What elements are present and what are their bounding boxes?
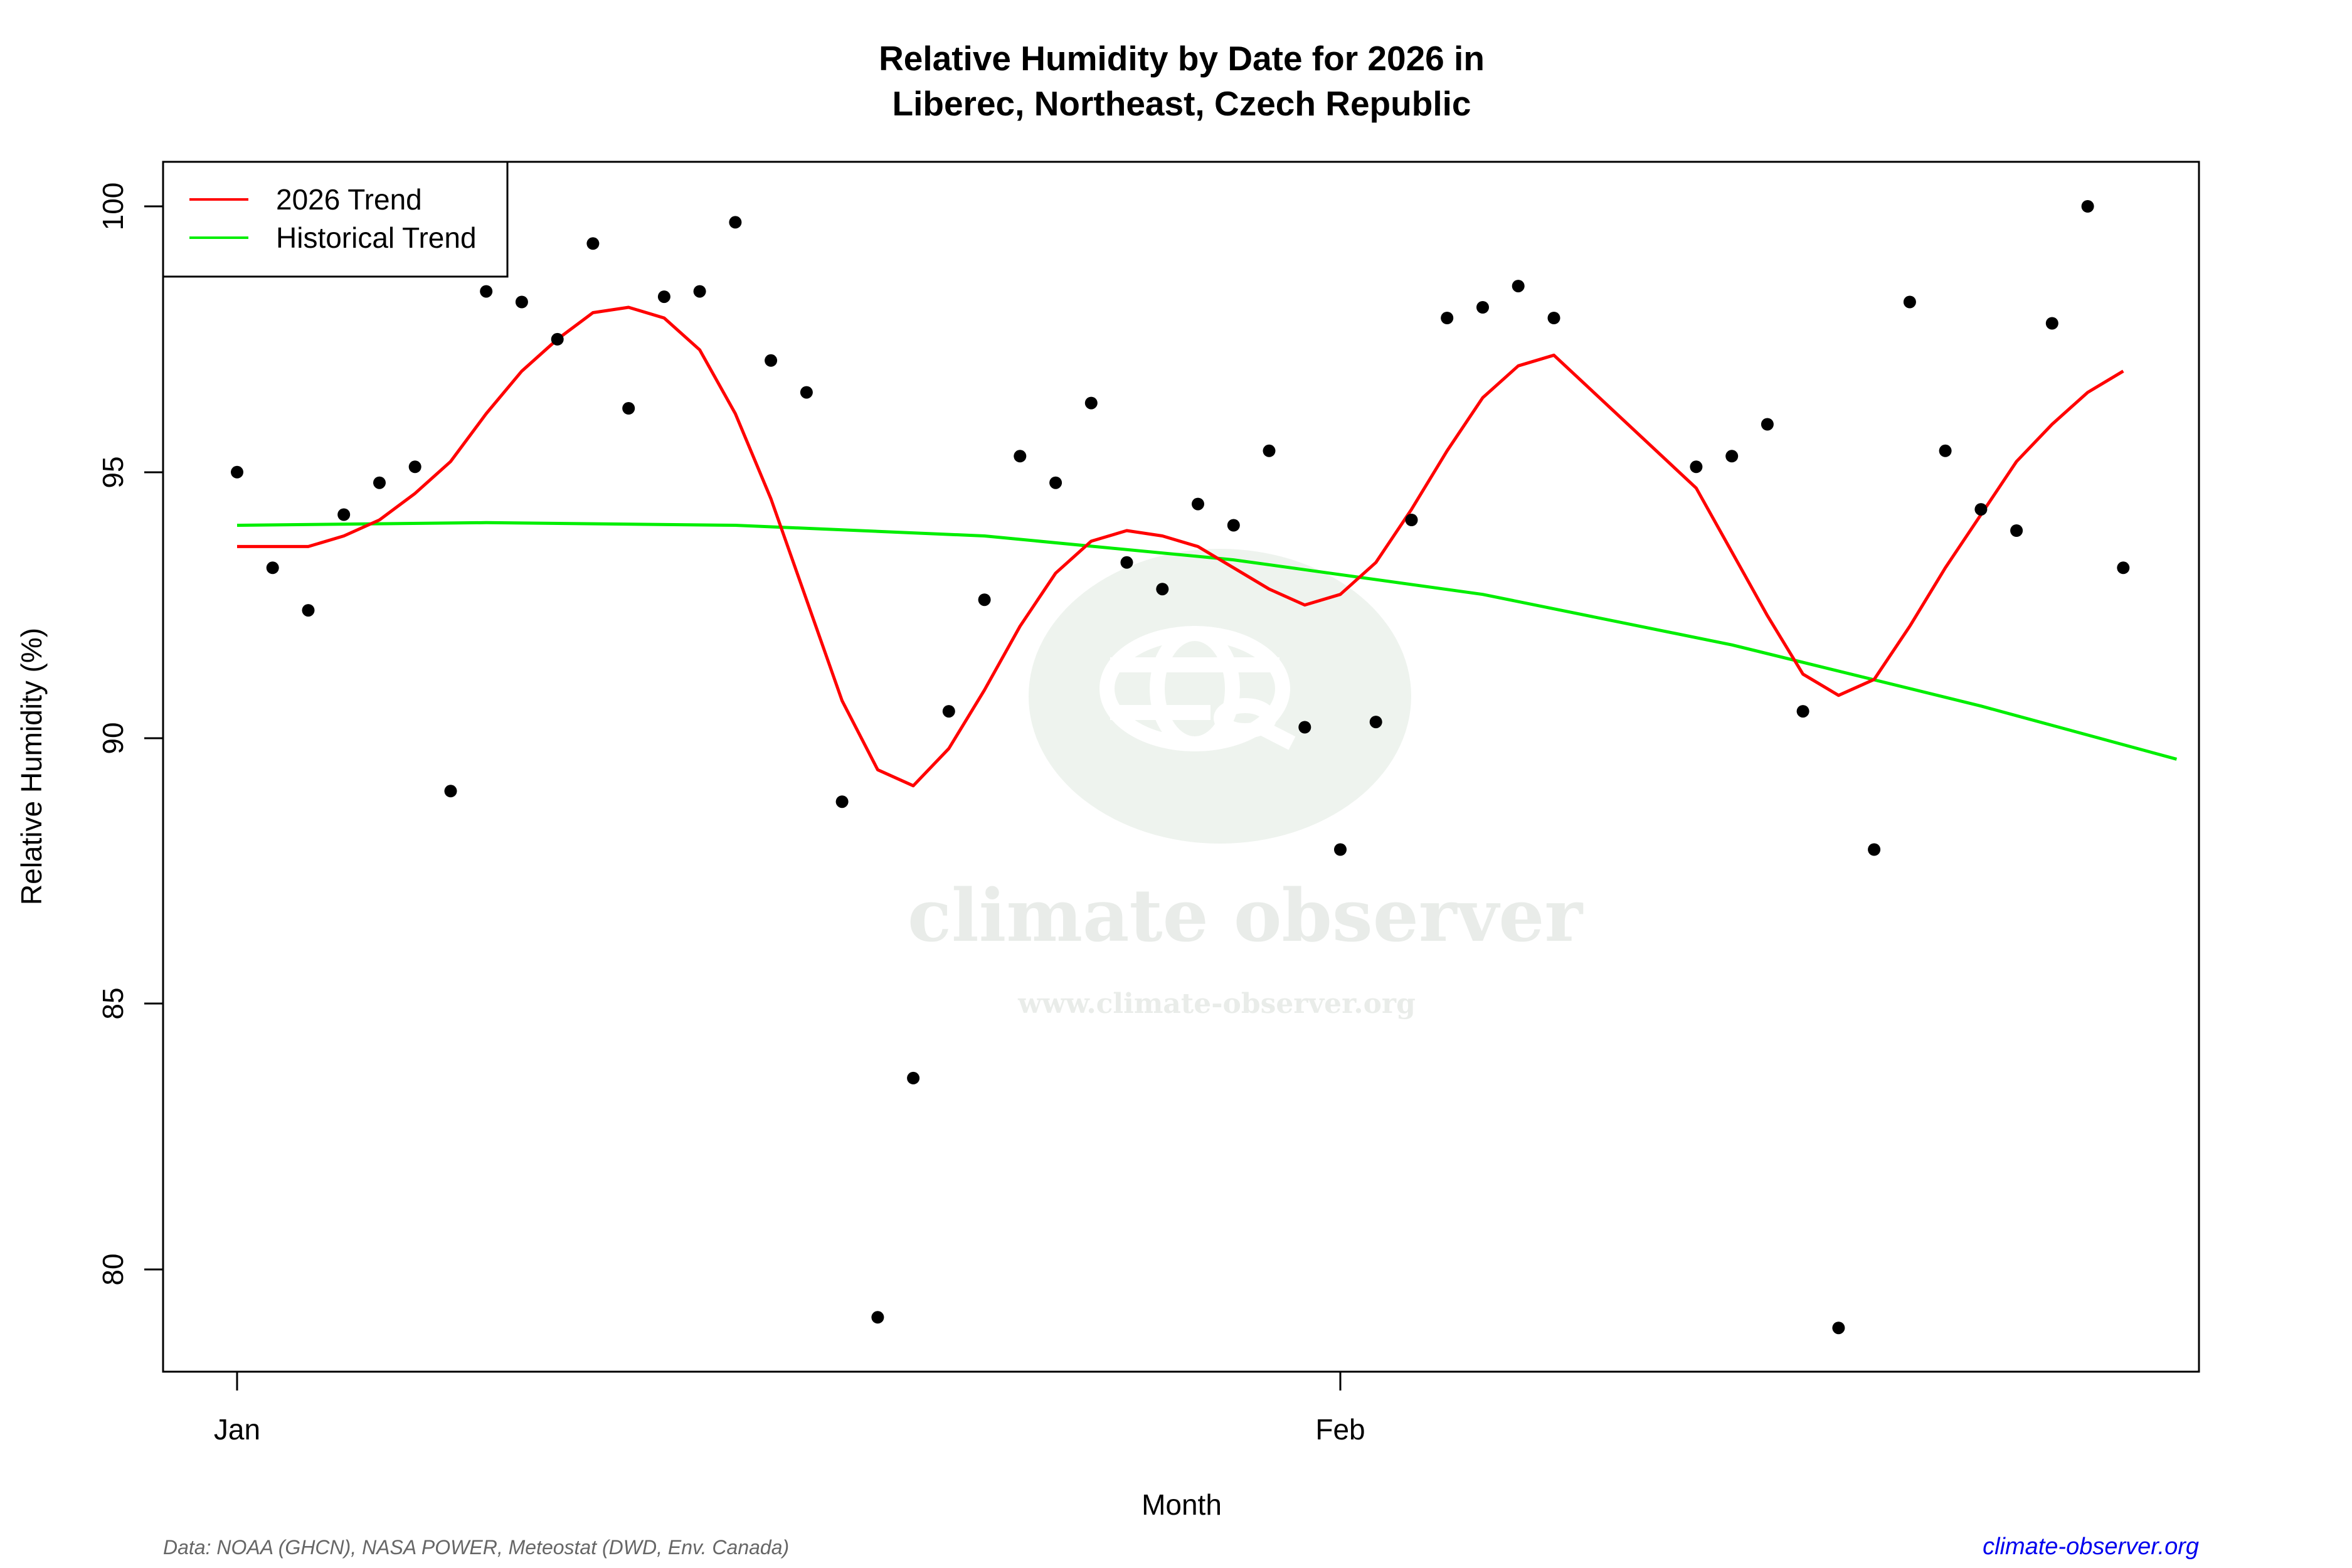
y-axis xyxy=(144,205,164,1271)
y-axis-label: Relative Humidity (%) xyxy=(15,628,48,905)
data-point xyxy=(1761,418,1774,431)
y-tick-95: 95 xyxy=(97,456,129,488)
legend-label-2026-trend: 2026 Trend xyxy=(276,183,422,216)
data-point xyxy=(1014,450,1027,463)
data-point xyxy=(444,785,457,798)
data-point xyxy=(1690,460,1703,474)
historical-trend-path xyxy=(236,521,2178,761)
x-axis xyxy=(236,1370,1342,1391)
data-point xyxy=(1369,716,1382,729)
data-point xyxy=(729,216,742,229)
data-point xyxy=(1512,280,1525,293)
data-point xyxy=(1939,444,1952,457)
data-point xyxy=(1049,476,1062,489)
globe-icon xyxy=(1099,626,1296,751)
data-point xyxy=(1725,450,1739,463)
watermark-name: climate observer xyxy=(908,874,1584,958)
trend-2026-line xyxy=(237,305,2124,788)
y-tick-80: 80 xyxy=(97,1253,129,1285)
trend-2026-path xyxy=(237,305,2124,788)
data-point xyxy=(302,604,315,617)
data-point xyxy=(657,290,670,304)
data-point xyxy=(1156,583,1169,596)
data-point xyxy=(1796,705,1809,718)
data-point xyxy=(1832,1322,1845,1335)
data-point xyxy=(1903,295,1916,309)
y-tick-100: 100 xyxy=(97,183,129,231)
data-point xyxy=(2117,561,2130,575)
x-tick-jan: Jan xyxy=(214,1413,260,1446)
x-tick-feb: Feb xyxy=(1315,1413,1365,1446)
data-point xyxy=(1120,556,1133,569)
data-point xyxy=(1868,843,1881,856)
y-tick-90: 90 xyxy=(97,722,129,754)
chart-title-line-2: Liberec, Northeast, Czech Republic xyxy=(893,84,1471,123)
watermark: climate observer www.climate-observer.or… xyxy=(908,549,1584,1020)
data-point xyxy=(1192,497,1204,511)
legend: 2026 Trend Historical Trend xyxy=(162,161,509,278)
data-point xyxy=(231,465,243,479)
data-point xyxy=(1974,503,1988,516)
data-point xyxy=(551,332,564,346)
data-point xyxy=(408,460,421,474)
data-point xyxy=(693,285,706,298)
observation-points xyxy=(231,200,2130,1335)
data-point xyxy=(622,402,635,415)
data-point xyxy=(373,476,386,489)
data-point xyxy=(800,386,813,399)
x-axis-label: Month xyxy=(1142,1488,1222,1521)
data-point xyxy=(765,354,778,367)
chart-title-line-1: Relative Humidity by Date for 2026 in xyxy=(879,39,1485,78)
data-point xyxy=(1084,396,1098,410)
data-point xyxy=(586,237,600,250)
data-point xyxy=(1227,519,1240,532)
data-point xyxy=(1441,312,1454,324)
data-point xyxy=(1476,301,1489,314)
data-point xyxy=(1263,444,1276,457)
data-point xyxy=(1334,843,1347,856)
data-point xyxy=(2045,317,2058,330)
data-point xyxy=(835,795,849,808)
data-point xyxy=(907,1071,920,1084)
watermark-url: www.climate-observer.org xyxy=(1017,988,1416,1020)
legend-label-historical-trend: Historical Trend xyxy=(276,221,477,254)
data-point xyxy=(2010,524,2023,537)
data-point xyxy=(2081,200,2094,213)
data-point xyxy=(337,508,351,521)
site-link[interactable]: climate-observer.org xyxy=(1983,1534,2199,1560)
data-point xyxy=(871,1311,884,1324)
y-tick-85: 85 xyxy=(97,987,129,1019)
data-point xyxy=(1298,721,1311,734)
data-point xyxy=(978,593,991,607)
historical-trend-line xyxy=(236,521,2178,761)
data-point xyxy=(1405,514,1418,526)
watermark-globe-icon xyxy=(1029,549,1411,844)
data-point xyxy=(480,285,493,298)
data-point xyxy=(266,561,279,575)
data-point xyxy=(1547,312,1560,324)
data-point xyxy=(942,705,955,718)
data-source-note: Data: NOAA (GHCN), NASA POWER, Meteostat… xyxy=(163,1536,789,1559)
data-point xyxy=(515,295,528,309)
